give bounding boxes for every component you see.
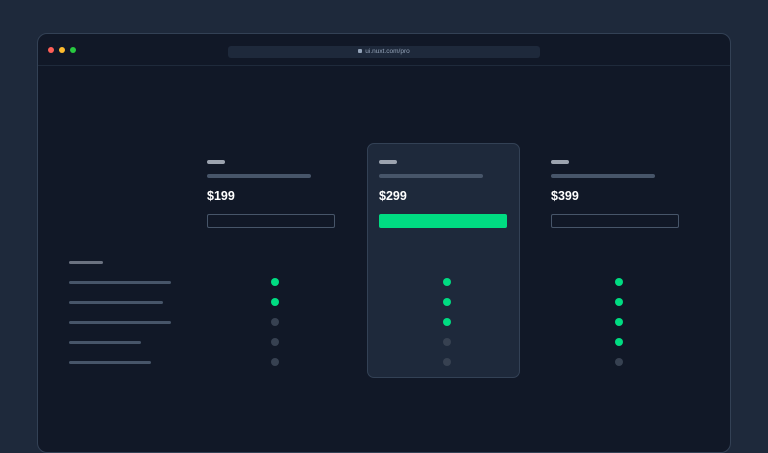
plan-name-placeholder (207, 160, 225, 164)
check-dot-icon (443, 318, 451, 326)
check-dot-icon (615, 318, 623, 326)
check-dot-icon (615, 298, 623, 306)
plan-description-placeholder (551, 174, 655, 178)
plan-select-button[interactable] (551, 214, 679, 228)
minimize-window-button[interactable] (59, 47, 65, 53)
check-dot-icon (271, 298, 279, 306)
url-text: ui.nuxt.com/pro (365, 48, 410, 55)
maximize-window-button[interactable] (70, 47, 76, 53)
unavailable-dot-icon (615, 358, 623, 366)
check-dot-icon (443, 298, 451, 306)
feature-label-placeholder (69, 301, 163, 304)
check-dot-icon (271, 278, 279, 286)
plan-price: $299 (379, 189, 407, 203)
unavailable-dot-icon (443, 338, 451, 346)
unavailable-dot-icon (271, 358, 279, 366)
title-bar: ui.nuxt.com/pro (38, 34, 730, 66)
check-dot-icon (615, 338, 623, 346)
check-dot-icon (615, 278, 623, 286)
browser-window: ui.nuxt.com/pro $199 $299 $399 (37, 33, 731, 453)
plan-select-button[interactable] (207, 214, 335, 228)
features-heading-placeholder (69, 261, 103, 264)
feature-label-placeholder (69, 321, 171, 324)
plan-select-button[interactable] (379, 214, 507, 228)
feature-label-placeholder (69, 281, 171, 284)
feature-label-placeholder (69, 341, 141, 344)
unavailable-dot-icon (271, 318, 279, 326)
check-dot-icon (443, 278, 451, 286)
feature-label-placeholder (69, 361, 151, 364)
address-bar[interactable]: ui.nuxt.com/pro (228, 46, 540, 58)
plan-price: $399 (551, 189, 579, 203)
plan-name-placeholder (379, 160, 397, 164)
plan-name-placeholder (551, 160, 569, 164)
lock-icon (358, 49, 363, 54)
close-window-button[interactable] (48, 47, 54, 53)
unavailable-dot-icon (271, 338, 279, 346)
plan-price: $199 (207, 189, 235, 203)
unavailable-dot-icon (443, 358, 451, 366)
plan-description-placeholder (379, 174, 483, 178)
plan-description-placeholder (207, 174, 311, 178)
